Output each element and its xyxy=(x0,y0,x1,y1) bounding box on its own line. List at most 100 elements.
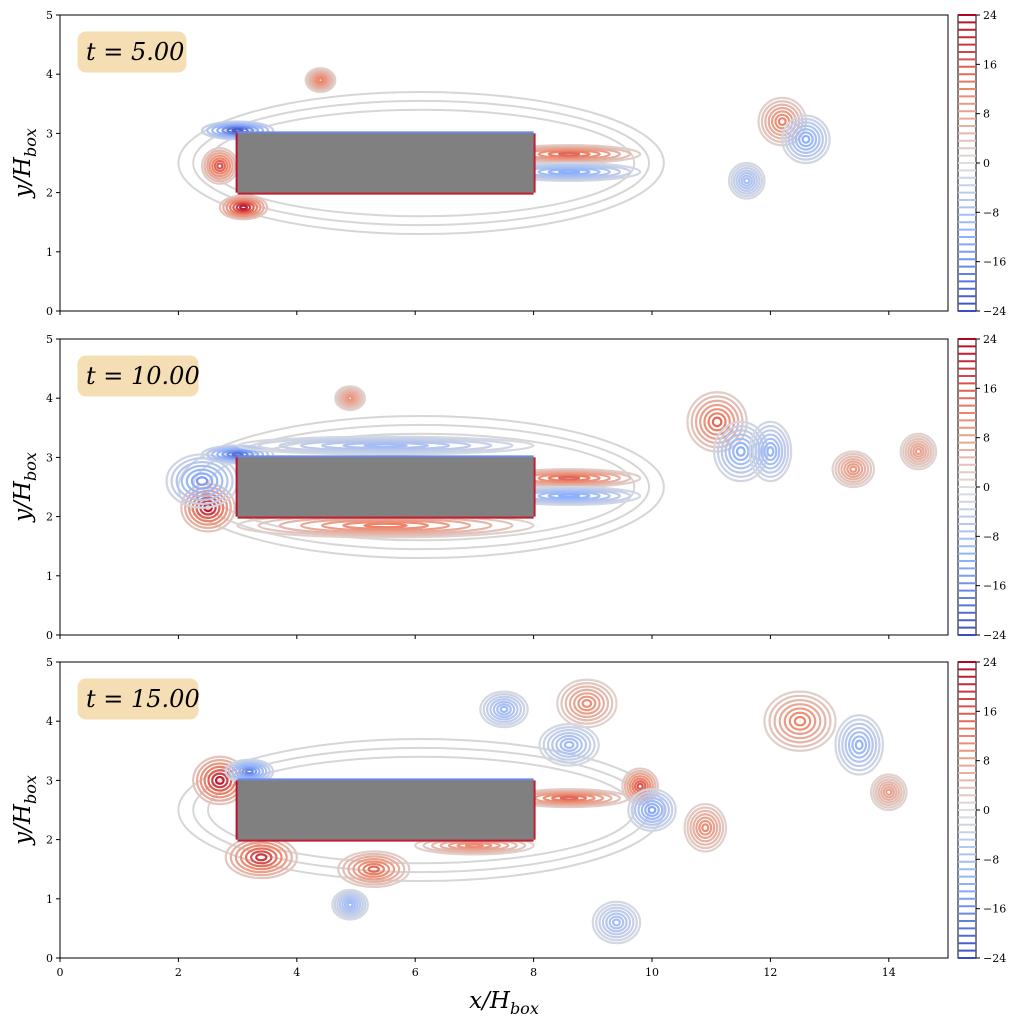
vortex-5 xyxy=(331,888,369,921)
contour-line xyxy=(732,441,750,462)
contour-line xyxy=(551,794,588,802)
contour-line xyxy=(581,698,593,708)
contour-line xyxy=(720,429,761,474)
contour-line xyxy=(840,457,867,481)
contour-line xyxy=(849,465,858,473)
contour-line xyxy=(313,73,328,87)
contour-line xyxy=(482,693,526,726)
contour-line xyxy=(175,460,229,502)
contour-line xyxy=(559,795,579,801)
annotation-box xyxy=(77,678,199,720)
contour-line xyxy=(214,775,225,785)
box-obstacle xyxy=(237,780,534,840)
contour-line xyxy=(748,420,793,483)
x-tick-label: 6 xyxy=(412,966,419,979)
contour-line xyxy=(492,700,516,719)
vortex-14 xyxy=(763,690,837,752)
y-tick-label: 4 xyxy=(46,392,53,405)
contour-line xyxy=(206,152,234,180)
contour-line xyxy=(317,77,324,83)
vortex-10 xyxy=(683,802,728,853)
axes-frame xyxy=(59,661,949,959)
contour-line xyxy=(542,726,596,764)
contour-line xyxy=(537,149,601,160)
contour-line xyxy=(598,906,635,939)
contour-line xyxy=(591,900,642,945)
contour-line xyxy=(854,739,864,751)
contour-line xyxy=(278,438,493,454)
contour-line xyxy=(692,813,719,843)
contour-line xyxy=(331,888,369,921)
contour-line xyxy=(757,433,784,470)
y-tick-label: 4 xyxy=(46,715,53,728)
contour-line xyxy=(537,166,601,177)
contour-line xyxy=(464,843,484,848)
contour-line xyxy=(228,199,259,216)
x-tick-label: 2 xyxy=(175,966,182,979)
contour-line xyxy=(299,517,472,534)
x-axis-label: x/Hbox xyxy=(469,988,539,1018)
contour-line xyxy=(255,853,268,862)
contour-line xyxy=(686,806,725,850)
contour-line xyxy=(644,802,660,818)
x-tick-label: 12 xyxy=(763,966,777,979)
contour-line xyxy=(627,788,677,832)
contour-line xyxy=(343,899,357,911)
contour-line xyxy=(555,734,583,755)
contour-line xyxy=(778,703,822,740)
y-tick-label: 3 xyxy=(46,774,53,787)
vortex-13 xyxy=(479,690,529,729)
colorbar: 24 16 8 0 −8 −16 −24 xyxy=(957,9,1006,318)
colorbar-tick-label: −16 xyxy=(983,580,1006,593)
contour-line xyxy=(341,897,359,913)
y-tick-label: 0 xyxy=(46,305,53,318)
contour-line xyxy=(787,121,824,158)
annotation-text: t = 10.00 xyxy=(86,362,200,390)
contour-line xyxy=(573,692,601,715)
contour-line xyxy=(577,695,597,712)
contour-line xyxy=(367,865,380,873)
colorbar-tick-label: 24 xyxy=(983,656,997,669)
contour-line xyxy=(362,863,386,876)
contour-line xyxy=(357,860,391,878)
contour-line xyxy=(732,166,761,195)
contour-line xyxy=(257,436,514,455)
contour-line xyxy=(834,452,873,486)
contour-line xyxy=(306,68,335,92)
vortex-9 xyxy=(727,161,766,200)
y-tick-label: 0 xyxy=(46,629,53,642)
contour-line xyxy=(337,850,411,889)
contour-line xyxy=(211,157,229,175)
contour-line xyxy=(244,847,278,868)
contour-line xyxy=(218,194,269,221)
contour-line xyxy=(735,169,758,193)
contour-line xyxy=(244,768,254,775)
contour-line xyxy=(560,682,614,725)
colorbar: 24 16 8 0 −8 −16 −24 xyxy=(957,333,1006,642)
contour-line xyxy=(909,442,928,461)
contour-line xyxy=(837,718,881,772)
contour-line xyxy=(784,117,828,161)
contour-line xyxy=(499,705,509,713)
contour-line xyxy=(633,794,671,826)
contour-line xyxy=(447,840,501,851)
contour-line xyxy=(547,150,591,158)
contour-line xyxy=(695,816,716,840)
vortex-9 xyxy=(627,788,677,832)
colorbar-tick-label: −8 xyxy=(983,530,999,543)
contour-line xyxy=(875,778,903,807)
contour-line xyxy=(547,474,591,482)
contour-line xyxy=(751,425,790,478)
colorbar-tick-label: 24 xyxy=(983,9,997,22)
contour-line xyxy=(342,392,358,405)
contour-line xyxy=(489,698,519,721)
colorbar-tick-label: 24 xyxy=(983,333,997,346)
contour-line xyxy=(559,737,579,752)
contour-line xyxy=(564,685,610,722)
y-tick-label: 5 xyxy=(46,333,53,346)
contour-line xyxy=(773,698,827,744)
contour-line xyxy=(689,809,722,846)
contour-line xyxy=(904,437,933,466)
contour-line xyxy=(234,841,288,874)
